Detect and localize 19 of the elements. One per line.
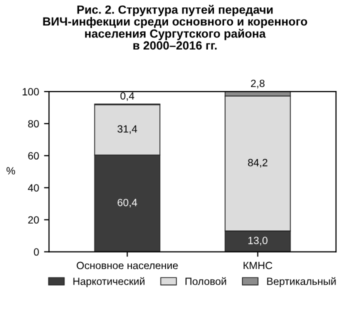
y-tick-label: 0 [34, 248, 39, 256]
data-label: 60,4 [118, 198, 138, 208]
y-axis-title: % [6, 167, 16, 174]
legend-label: Половой [186, 277, 226, 286]
y-tick-label: 60 [28, 152, 39, 160]
y-tick-label: 100 [22, 88, 39, 96]
y-tick-label: 80 [28, 120, 39, 128]
data-label: 84,2 [248, 158, 268, 168]
y-tick-label: 20 [28, 216, 39, 224]
data-label: 0,4 [120, 92, 134, 101]
legend-label: Наркотический [73, 277, 144, 288]
legend-label: Вертикальный [267, 277, 336, 288]
x-tick-label: Основное население [76, 262, 178, 270]
data-label: 13,0 [248, 236, 268, 246]
data-label: 2,8 [251, 80, 265, 88]
chart-title: Рис. 2. Структура путей передачи ВИЧ-инфекции среди основного и коренного населения Сургутского района в 2000–2016 гг. [43, 4, 308, 50]
y-tick-label: 40 [28, 184, 39, 192]
x-tick-label: КМНС [244, 262, 272, 270]
data-label: 31,4 [118, 125, 138, 134]
